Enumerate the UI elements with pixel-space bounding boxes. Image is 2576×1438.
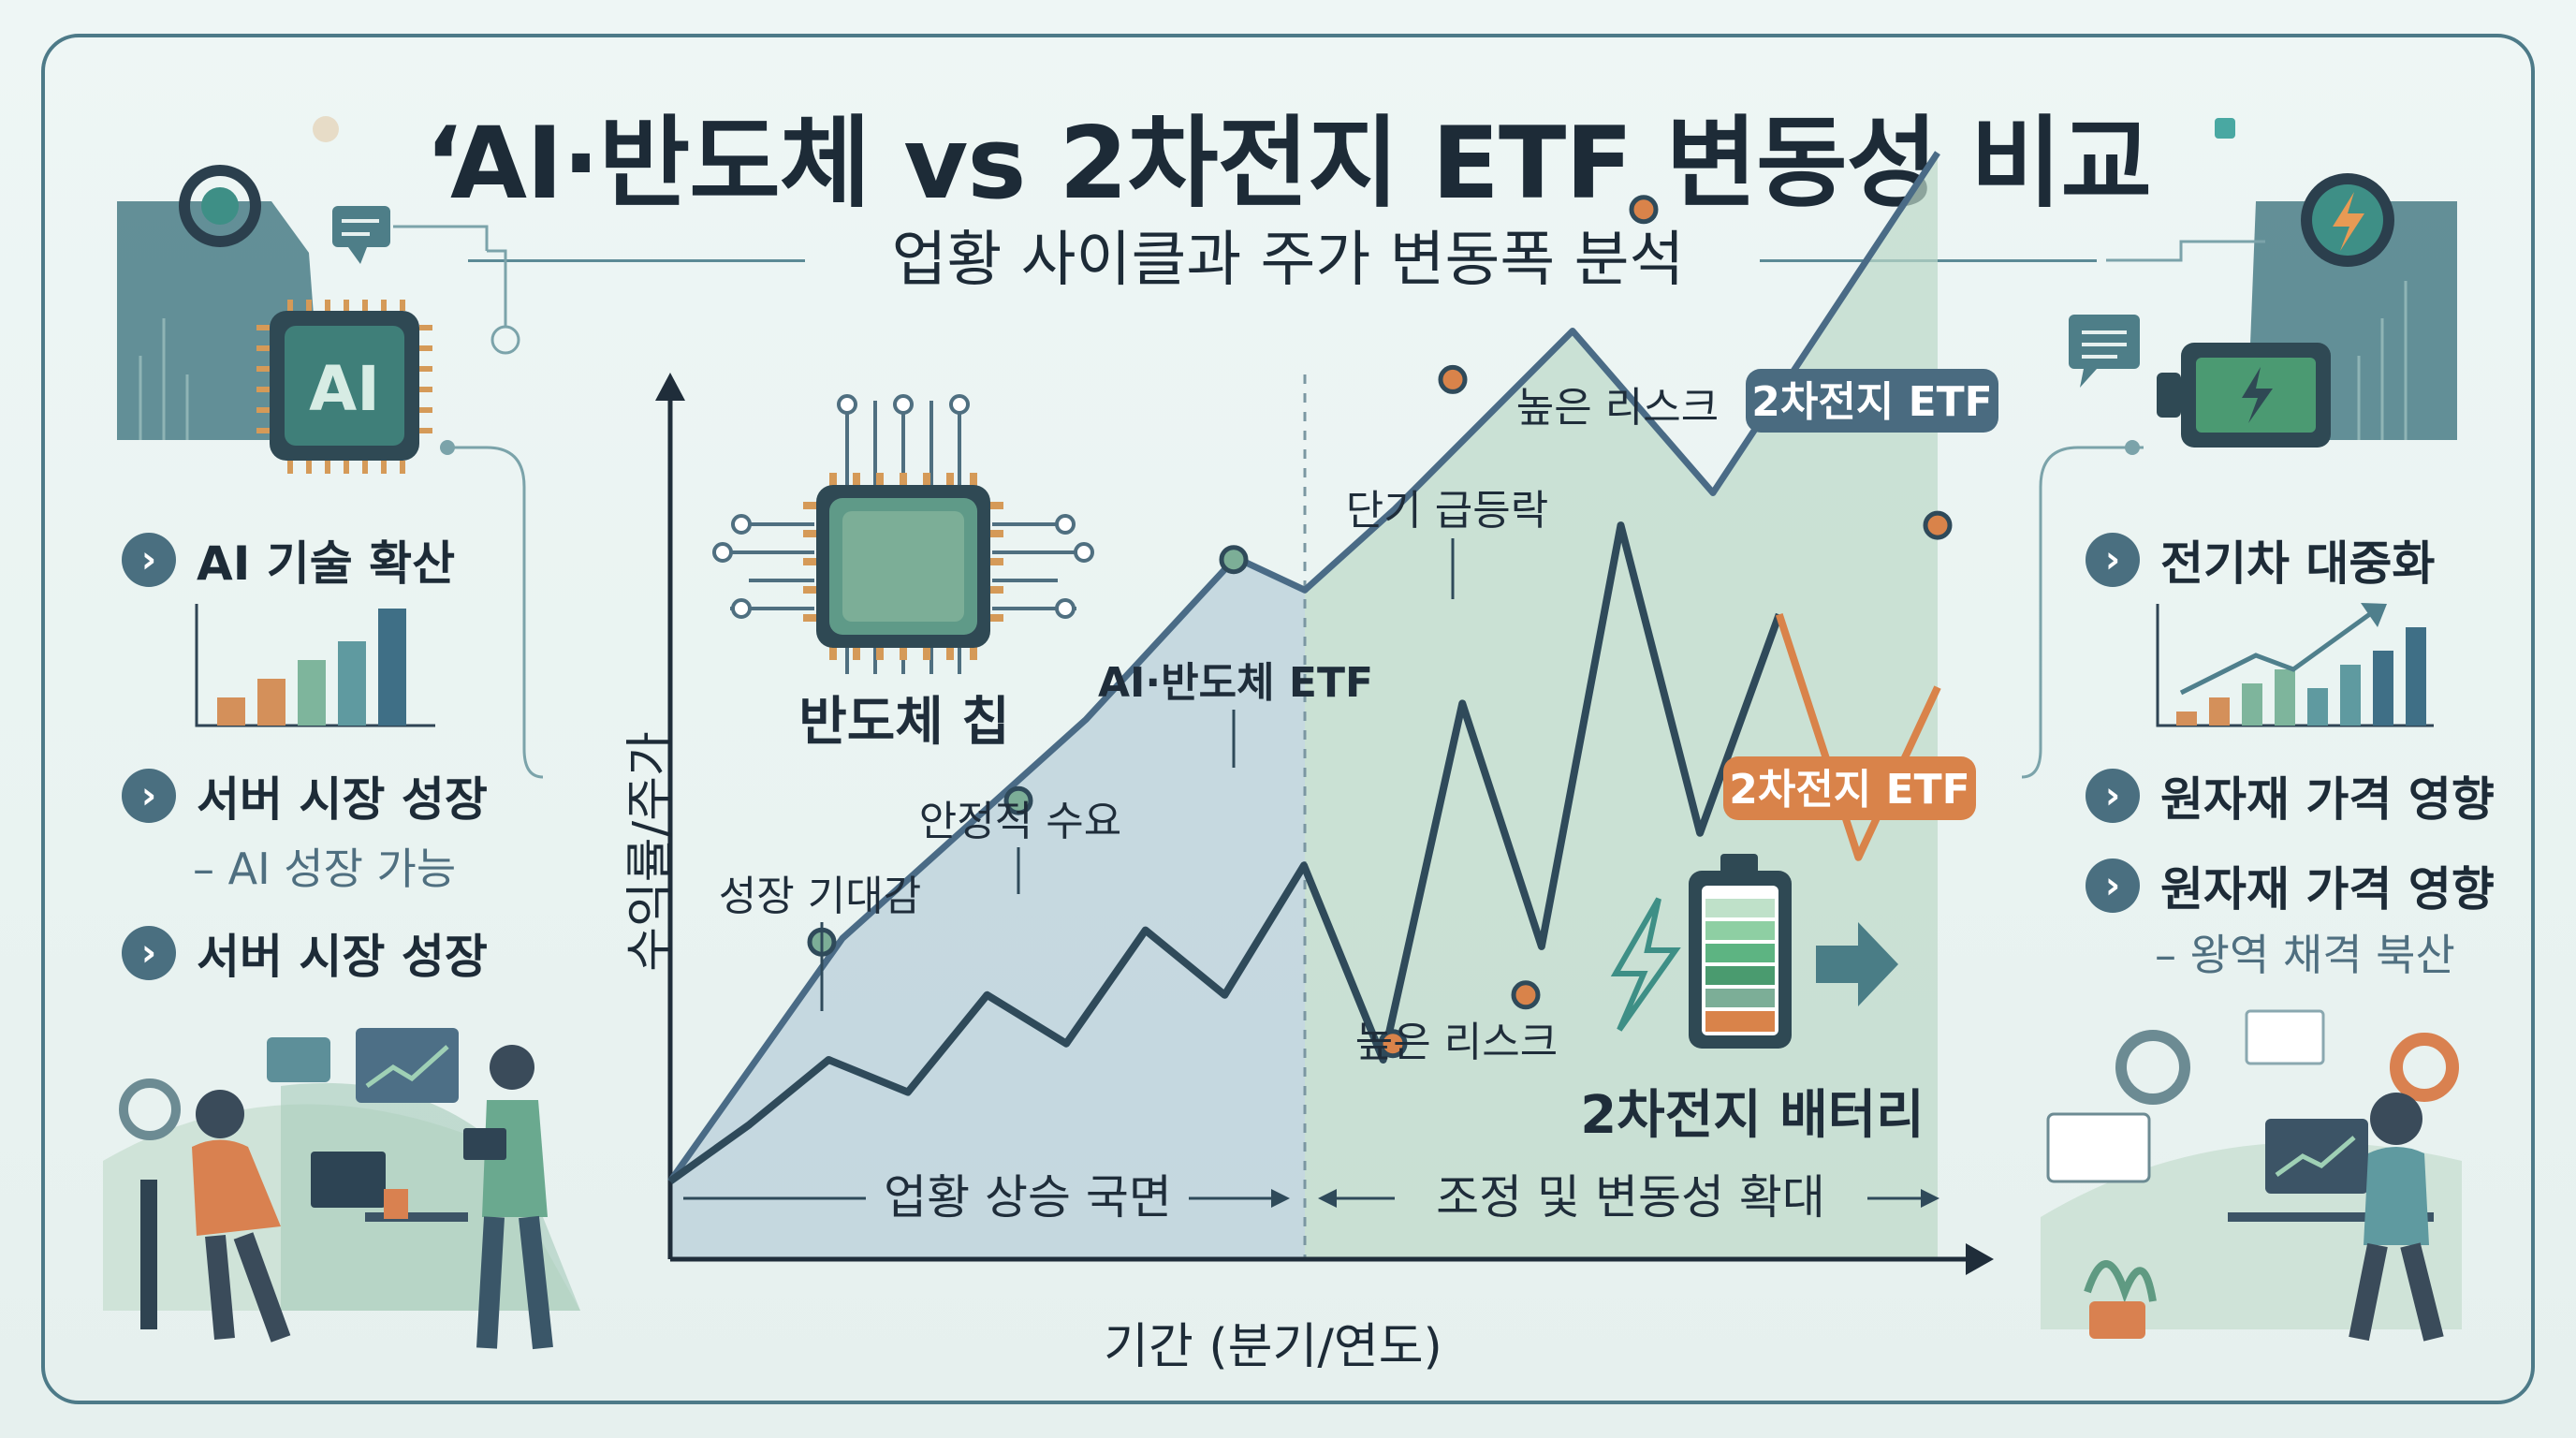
right-mini-bar-chart bbox=[2156, 603, 2434, 727]
phase-arrows bbox=[683, 1189, 1939, 1208]
annotation-high-risk-high: 높은 리스크 bbox=[1516, 384, 1719, 432]
monitor-icon bbox=[2265, 1119, 2368, 1194]
outer-frame bbox=[41, 34, 2535, 1404]
chevron-right-icon: › bbox=[122, 769, 176, 823]
battery-icon bbox=[2157, 343, 2331, 448]
chevron-right-icon: › bbox=[2086, 769, 2140, 823]
badge-battery-etf-orange: 2차전지 ETF bbox=[1729, 766, 1970, 814]
right-subnote: – 왕역 채격 북산 bbox=[2155, 930, 2455, 980]
left-ai-illustration: AI bbox=[117, 116, 544, 779]
annotation-high-risk-low: 높은 리스크 bbox=[1355, 1019, 1558, 1066]
series-point-6 bbox=[1511, 980, 1541, 1010]
y-axis-title: 수익률/주가 bbox=[622, 731, 680, 972]
laptop-icon bbox=[311, 1152, 386, 1208]
battery-cell-icon bbox=[1610, 854, 1898, 1049]
semiconductor-chip-label: 반도체 칩 bbox=[798, 692, 1010, 753]
chevron-right-icon: › bbox=[2086, 858, 2140, 913]
left-bullet-1: › AI 기술 확산 bbox=[122, 526, 455, 594]
chat-bubble-icon bbox=[267, 1037, 330, 1082]
right-bullet-2-label: 원자재 가격 영향 bbox=[2160, 772, 2495, 827]
chat-bubble-icon bbox=[332, 206, 390, 247]
ai-chip-icon: AI bbox=[256, 300, 432, 474]
left-subnote: – AI 성장 가능 bbox=[193, 844, 457, 894]
right-bullet-1: › 전기차 대중화 bbox=[2086, 526, 2435, 594]
left-workers-illustration bbox=[103, 1028, 580, 1350]
chart-series-lines bbox=[667, 151, 1941, 1185]
chart-axes bbox=[655, 373, 1994, 1275]
gear-icon bbox=[119, 1078, 181, 1140]
gear-icon bbox=[2115, 1030, 2190, 1105]
right-bullet-1-label: 전기차 대중화 bbox=[2160, 536, 2436, 591]
right-battery-illustration bbox=[2021, 118, 2457, 779]
badge-battery-etf-orange-bg bbox=[1723, 756, 1976, 820]
chart-board-icon bbox=[356, 1028, 459, 1103]
annotation-stable-demand: 안정적 수요 bbox=[919, 798, 1121, 845]
semiconductor-area bbox=[670, 557, 1305, 1259]
lightning-icon bbox=[2333, 192, 2364, 251]
subtitle-divider-left bbox=[468, 259, 805, 262]
semiconductor-chip-icon bbox=[712, 394, 1094, 674]
left-bullet-3: › 서버 시장 성장 bbox=[122, 919, 488, 987]
series-line-battery-tail bbox=[1775, 613, 1941, 861]
battery-cell-label: 2차전지 배터리 bbox=[1580, 1085, 1925, 1146]
chevron-right-icon: › bbox=[122, 926, 176, 980]
chevron-right-icon: › bbox=[122, 533, 176, 587]
decor-square-icon bbox=[2215, 118, 2235, 139]
annotation-growth-expectation: 성장 기대감 bbox=[719, 873, 921, 920]
left-bullet-1-label: AI 기술 확산 bbox=[197, 536, 456, 591]
series-point-2 bbox=[1219, 545, 1249, 575]
phase-left-label: 업황 상승 국면 bbox=[884, 1170, 1172, 1225]
badge-battery-etf-dark: 2차전지 ETF bbox=[1751, 378, 1993, 426]
ai-chip-label: AI bbox=[309, 353, 380, 425]
series-point-7 bbox=[1923, 510, 1953, 540]
left-mini-bar-chart bbox=[195, 604, 435, 727]
phase-right-label: 조정 및 변동성 확대 bbox=[1436, 1170, 1825, 1225]
x-axis-title: 기간 (분기/연도) bbox=[1104, 1319, 1442, 1375]
series-point-3 bbox=[1438, 364, 1468, 394]
dashboard-card-icon bbox=[2046, 1112, 2151, 1183]
series-line-ai-semiconductor bbox=[667, 151, 1940, 1183]
left-bullet-3-label: 서버 시장 성장 bbox=[197, 930, 488, 984]
right-workers-illustration bbox=[2041, 1009, 2462, 1342]
series-line-battery bbox=[667, 521, 1783, 1185]
right-bullet-2: › 원자재 가격 영향 bbox=[2086, 762, 2495, 829]
pie-chart-icon bbox=[2390, 1033, 2459, 1102]
right-bullet-3-label: 원자재 가격 영향 bbox=[2160, 862, 2495, 917]
left-bullet-2: › 서버 시장 성장 bbox=[122, 762, 488, 829]
page-title: ‘AI·반도체 vs 2차전지 ETF 변동성 비교 bbox=[424, 106, 2152, 221]
annotation-short-term-swing: 단기 급등락 bbox=[1346, 487, 1548, 535]
chevron-right-icon: › bbox=[2086, 533, 2140, 587]
left-bullet-2-label: 서버 시장 성장 bbox=[197, 772, 488, 827]
series-point-5 bbox=[1629, 195, 1659, 225]
page-subtitle: 업황 사이클과 주가 변동폭 분석 bbox=[891, 226, 1685, 295]
badge-battery-etf-dark-bg bbox=[1746, 369, 1998, 433]
decor-dot-icon bbox=[313, 116, 339, 142]
series-point-4 bbox=[1378, 1029, 1408, 1059]
right-bullet-3: › 원자재 가격 영향 bbox=[2086, 852, 2495, 919]
series-point-1 bbox=[1003, 785, 1033, 815]
annotation-ai-semiconductor-etf: AI·반도체 ETF bbox=[1098, 659, 1373, 707]
